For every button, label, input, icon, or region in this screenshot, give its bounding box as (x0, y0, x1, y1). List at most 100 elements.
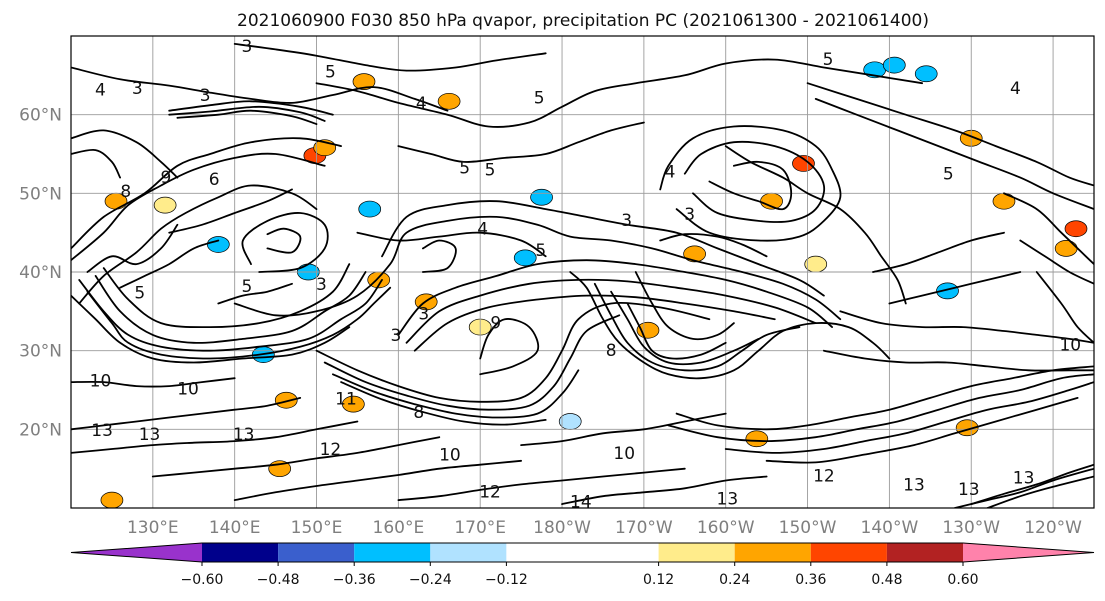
contour-label: 3 (316, 275, 327, 295)
contour-label: 8 (413, 403, 424, 423)
contour-label: 12 (479, 482, 501, 502)
contour-line (724, 381, 1094, 454)
contour-line (381, 200, 825, 297)
precip-cell (530, 188, 553, 206)
lon-tick-label: 170°W (615, 518, 673, 538)
colorbar-segment (354, 543, 431, 562)
contour-line (806, 82, 1094, 187)
contour-label: 13 (139, 425, 161, 445)
contour-line (217, 282, 293, 305)
contour-line (683, 140, 826, 223)
contour-label: 4 (1010, 79, 1021, 99)
contour-label: 14 (570, 493, 592, 513)
contour-label: 10 (439, 446, 461, 466)
precip-cell (100, 491, 124, 508)
colorbar-tick-label: −0.48 (257, 572, 300, 588)
contour-label: 13 (903, 475, 925, 495)
contour-label: 13 (958, 480, 980, 500)
contour-line (823, 349, 1094, 372)
precip-cell (358, 200, 382, 218)
contour-label: 13 (717, 490, 739, 510)
contour-line (659, 125, 842, 242)
colorbar-tick-label: 0.60 (947, 572, 978, 588)
colorbar-tick-label: −0.12 (485, 572, 528, 588)
colorbar-tick-label: −0.60 (181, 572, 224, 588)
precip-cell (437, 92, 461, 110)
contour-label: 5 (134, 283, 145, 303)
colorbar-segment (886, 543, 963, 562)
precip-cell (513, 249, 537, 267)
lon-tick-label: 140°W (861, 518, 919, 538)
precip-cell (1064, 220, 1088, 238)
lon-tick-label: 130°W (942, 518, 1000, 538)
lon-tick-labels: 130°E 140°E 150°E 160°E 170°E 180°W 170°W 160°W… (127, 518, 1082, 538)
contour-line (888, 271, 1022, 305)
colorbar-segment (810, 543, 887, 562)
precip-cell (683, 245, 706, 263)
colorbar-segment (734, 543, 811, 562)
contour-line (397, 121, 645, 163)
lon-tick-label: 160°W (697, 518, 755, 538)
contour-label: 3 (621, 211, 632, 231)
contour-line (266, 227, 302, 254)
colorbar-tick-label: 0.24 (719, 572, 750, 588)
contour-line (315, 58, 923, 128)
contour-line (71, 420, 359, 454)
contour-line (839, 310, 1094, 344)
contour-line (78, 184, 318, 305)
contour-label: 5 (485, 161, 496, 181)
precip-cell (636, 321, 660, 339)
contour-label: 5 (943, 165, 954, 185)
contour-line (397, 259, 833, 336)
contour-line (413, 294, 776, 352)
contour-line (1035, 271, 1094, 344)
contour-label: 8 (606, 341, 617, 361)
contour-line (356, 231, 547, 258)
lon-tick-label: 150°W (779, 518, 837, 538)
precip-cell (792, 155, 815, 172)
contour-line (1019, 239, 1094, 285)
contour-label: 3 (242, 37, 253, 57)
contour-line (168, 100, 334, 116)
precip-cell (153, 196, 177, 214)
contour-line (765, 397, 1079, 464)
contour-line (724, 145, 907, 305)
contour-line (814, 98, 1094, 210)
lat-tick-label: 30°N (19, 342, 62, 362)
contour-line (986, 475, 1094, 508)
contour-label: 12 (320, 440, 342, 460)
contour-line (71, 129, 179, 179)
colorbar-segment (658, 543, 735, 562)
contour-line (422, 239, 457, 273)
contour-label: 13 (1013, 468, 1035, 488)
contour-line (405, 278, 817, 344)
contour-line (659, 233, 768, 258)
precip-cell (914, 65, 938, 83)
contour-line (71, 66, 449, 112)
lon-tick-label: 120°W (1024, 518, 1082, 538)
contour-line (168, 188, 293, 234)
contour-line (323, 314, 621, 411)
lon-tick-label: 130°E (127, 518, 179, 538)
contour-line (561, 475, 768, 505)
colorbar-extend-low (71, 543, 202, 562)
contour-label: 10 (177, 379, 199, 399)
contour-line (708, 160, 793, 211)
colorbar-tick-label: 0.36 (795, 572, 826, 588)
contour-label: 10 (90, 372, 112, 392)
precip-cell (1054, 240, 1078, 257)
colorbar-segment (506, 543, 659, 562)
lon-tick-label: 140°E (209, 518, 261, 538)
chart-title: 2021060900 F030 850 hPa qvapor, precipit… (237, 11, 929, 31)
contour-line (233, 43, 547, 72)
contour-label: 5 (459, 158, 470, 178)
precip-cell (882, 56, 906, 74)
contour-label: 5 (535, 241, 546, 261)
lon-tick-label: 180°W (533, 518, 591, 538)
lat-tick-label: 60°N (19, 106, 62, 126)
precip-cell (206, 236, 230, 253)
contour-line (241, 212, 329, 273)
contour-label: 13 (91, 421, 113, 441)
